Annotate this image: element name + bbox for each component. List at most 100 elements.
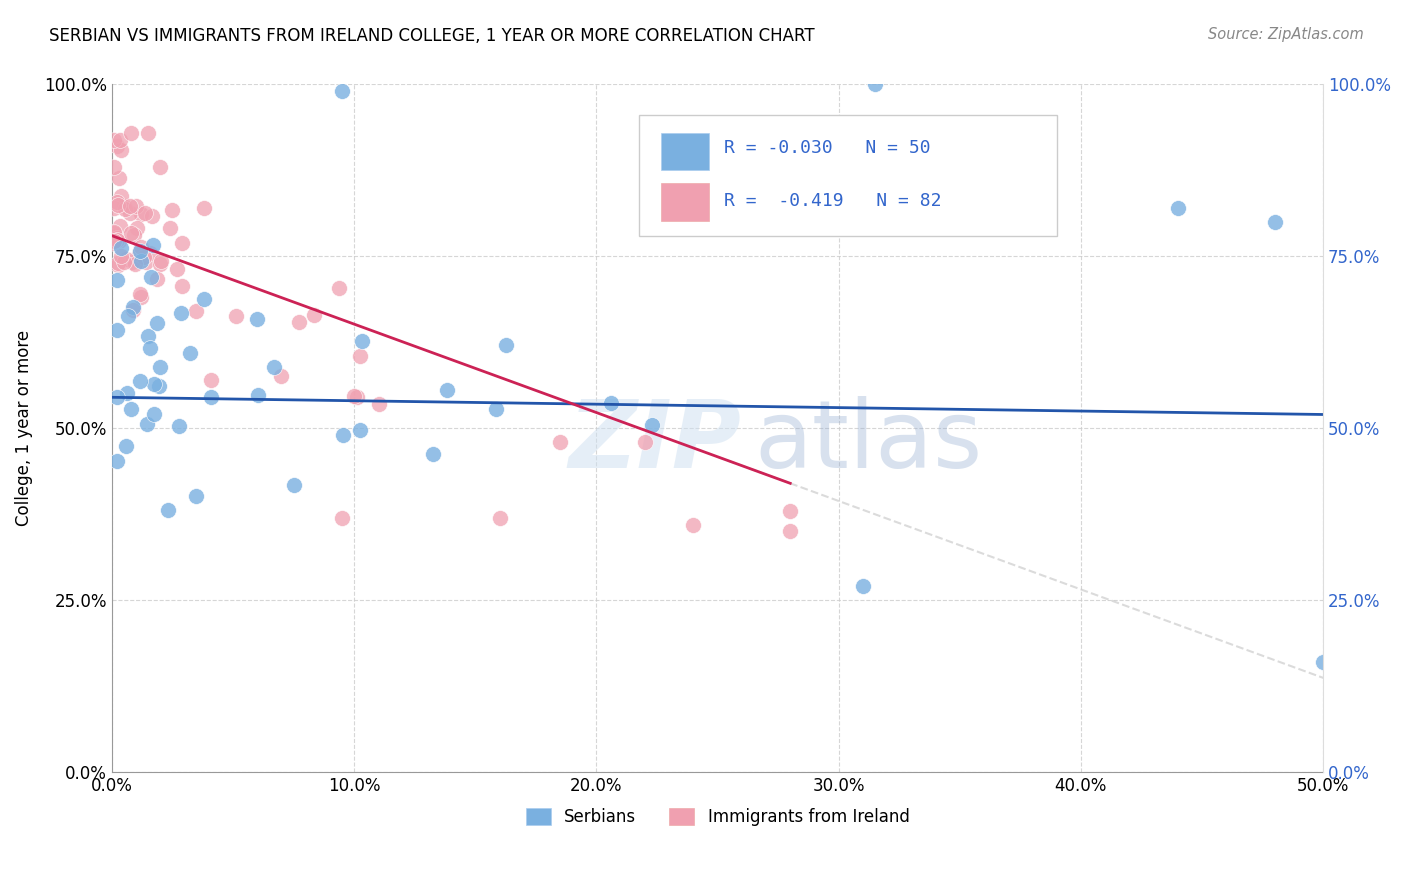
- Point: [129, 207, 152, 221]
- Point: [162, 202, 184, 217]
- Point: [105, 323, 128, 337]
- Point: [114, 202, 136, 216]
- Point: [328, 280, 350, 294]
- Point: [139, 341, 162, 355]
- Point: [129, 240, 152, 254]
- Point: [138, 329, 160, 343]
- Point: [346, 390, 368, 404]
- Point: [352, 334, 374, 348]
- Point: [108, 133, 131, 147]
- Point: [1264, 215, 1286, 229]
- Point: [120, 206, 142, 220]
- Text: R = -0.030   N = 50: R = -0.030 N = 50: [724, 138, 931, 157]
- Point: [143, 407, 166, 421]
- Point: [107, 258, 129, 272]
- Point: [159, 220, 181, 235]
- Point: [170, 235, 193, 250]
- Point: [149, 253, 172, 268]
- Point: [120, 401, 142, 416]
- Point: [349, 423, 371, 437]
- Point: [105, 139, 128, 153]
- Point: [114, 252, 136, 266]
- Legend: Serbians, Immigrants from Ireland: Serbians, Immigrants from Ireland: [519, 801, 917, 832]
- Point: [110, 143, 132, 157]
- Point: [103, 133, 125, 147]
- Point: [129, 290, 152, 304]
- Point: [105, 273, 128, 287]
- Point: [156, 503, 179, 517]
- Point: [121, 255, 143, 269]
- Point: [105, 454, 128, 468]
- Point: [103, 229, 125, 244]
- Point: [141, 270, 163, 285]
- Point: [107, 256, 129, 270]
- Point: [103, 229, 125, 244]
- Point: [142, 238, 165, 252]
- Point: [121, 300, 143, 314]
- Point: [149, 359, 172, 374]
- Point: [167, 418, 190, 433]
- Text: SERBIAN VS IMMIGRANTS FROM IRELAND COLLEGE, 1 YEAR OR MORE CORRELATION CHART: SERBIAN VS IMMIGRANTS FROM IRELAND COLLE…: [49, 27, 815, 45]
- Point: [170, 306, 193, 320]
- Point: [125, 221, 148, 235]
- Point: [105, 230, 128, 244]
- FancyBboxPatch shape: [661, 183, 709, 220]
- Point: [270, 368, 292, 383]
- Point: [263, 359, 285, 374]
- Point: [121, 303, 143, 318]
- Point: [288, 316, 311, 330]
- Point: [1167, 201, 1189, 215]
- Point: [368, 396, 391, 410]
- Point: [112, 199, 135, 213]
- Point: [107, 194, 129, 209]
- Point: [134, 251, 156, 265]
- Point: [107, 233, 129, 247]
- Text: Source: ZipAtlas.com: Source: ZipAtlas.com: [1208, 27, 1364, 42]
- Point: [634, 435, 657, 450]
- Point: [349, 349, 371, 363]
- Point: [548, 435, 571, 450]
- Point: [863, 78, 886, 92]
- Y-axis label: College, 1 year or more: College, 1 year or more: [15, 330, 32, 526]
- Point: [120, 226, 142, 240]
- Point: [779, 504, 801, 518]
- Point: [117, 309, 139, 323]
- Point: [332, 427, 354, 442]
- Text: R =  -0.419   N = 82: R = -0.419 N = 82: [724, 193, 941, 211]
- Point: [149, 160, 172, 174]
- Point: [682, 517, 704, 532]
- Point: [136, 126, 159, 140]
- Point: [103, 234, 125, 248]
- Text: atlas: atlas: [754, 396, 983, 488]
- Point: [122, 227, 145, 242]
- FancyBboxPatch shape: [661, 133, 709, 170]
- Point: [170, 278, 193, 293]
- Point: [103, 235, 125, 250]
- Point: [110, 189, 132, 203]
- Point: [304, 308, 326, 322]
- Point: [125, 199, 148, 213]
- Point: [200, 373, 222, 387]
- Point: [146, 272, 169, 286]
- Point: [600, 396, 623, 410]
- Point: [184, 489, 207, 503]
- Point: [641, 418, 664, 433]
- Point: [129, 254, 152, 268]
- Point: [120, 126, 142, 140]
- Point: [246, 387, 269, 401]
- Point: [330, 510, 353, 524]
- Point: [103, 225, 125, 239]
- Point: [488, 510, 510, 524]
- Point: [128, 286, 150, 301]
- Point: [146, 316, 169, 330]
- Point: [495, 337, 517, 351]
- Point: [108, 170, 131, 185]
- Point: [141, 209, 163, 223]
- Point: [135, 255, 157, 269]
- Point: [852, 579, 875, 593]
- Point: [148, 379, 170, 393]
- Point: [142, 377, 165, 392]
- Point: [112, 255, 135, 269]
- Point: [283, 478, 305, 492]
- Point: [135, 417, 157, 432]
